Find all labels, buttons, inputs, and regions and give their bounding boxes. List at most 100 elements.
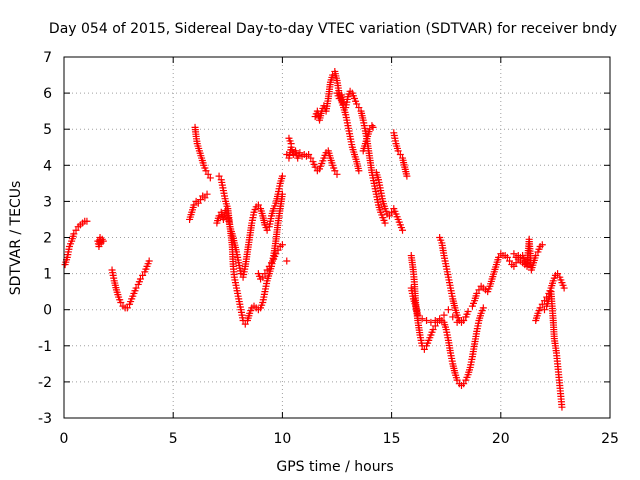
data-point <box>479 304 487 312</box>
data-point <box>510 250 518 258</box>
data-point <box>265 262 273 270</box>
data-point <box>385 212 393 220</box>
y-tick-label: 3 <box>43 194 52 210</box>
data-point <box>453 376 461 384</box>
data-point <box>272 250 280 258</box>
data-point <box>440 311 448 319</box>
data-point <box>355 104 363 112</box>
data-point <box>72 226 80 234</box>
data-point <box>204 170 212 178</box>
data-point <box>254 201 262 209</box>
y-tick-label: 7 <box>43 50 52 66</box>
data-point <box>278 172 286 180</box>
x-tick-label: 15 <box>383 431 401 447</box>
data-point <box>263 226 271 234</box>
data-point <box>331 167 339 175</box>
plot-frame <box>63 56 611 419</box>
y-tick-label: -1 <box>38 339 52 355</box>
data-point <box>538 241 546 249</box>
data-point <box>429 326 437 334</box>
data-point <box>558 403 566 411</box>
data-point <box>506 257 514 265</box>
data-point <box>355 167 363 175</box>
chart-title: Day 054 of 2015, Sidereal Day-to-day VTE… <box>49 21 617 37</box>
data-point <box>333 170 341 178</box>
data-point <box>396 150 404 158</box>
data-point <box>414 311 422 319</box>
data-point <box>83 217 91 225</box>
data-point <box>436 315 444 323</box>
data-point <box>145 257 153 265</box>
data-point <box>540 306 548 314</box>
y-tick-label: 0 <box>43 303 52 319</box>
data-point <box>267 259 275 267</box>
data-point <box>261 270 269 278</box>
data-point <box>532 252 540 260</box>
y-tick-label: 1 <box>43 267 52 283</box>
data-point <box>427 318 435 326</box>
data-point <box>263 266 271 274</box>
data-point <box>475 286 483 294</box>
data-point <box>403 172 411 180</box>
x-tick-label: 25 <box>601 431 619 447</box>
data-point <box>203 190 211 198</box>
data-point <box>503 253 511 261</box>
data-point <box>536 304 544 312</box>
data-points <box>61 67 568 411</box>
data-point <box>241 320 249 328</box>
data-point <box>449 313 457 321</box>
y-tick-label: 5 <box>43 122 52 138</box>
data-point <box>215 172 223 180</box>
data-point <box>70 230 78 238</box>
y-tick-label: -2 <box>38 375 52 391</box>
data-point <box>123 304 131 312</box>
data-point <box>259 273 267 281</box>
data-point <box>420 345 428 353</box>
data-point <box>307 154 315 162</box>
x-tick-label: 5 <box>169 431 178 447</box>
y-axis-label: SDTVAR / TECUs <box>8 181 24 296</box>
data-point <box>274 246 282 254</box>
data-point <box>464 308 472 316</box>
data-point <box>538 300 546 308</box>
data-point <box>311 163 319 171</box>
tick-labels: 0 5 10 15 20 25 -3 -2 -1 0 1 2 3 4 5 6 7 <box>38 50 619 447</box>
data-point <box>117 298 125 306</box>
x-axis-label: GPS time / hours <box>276 459 393 475</box>
data-point <box>460 317 468 325</box>
x-tick-label: 20 <box>492 431 510 447</box>
data-point <box>388 208 396 216</box>
data-point <box>431 317 439 325</box>
data-point <box>381 219 389 227</box>
data-point <box>495 253 503 261</box>
data-point <box>473 289 481 297</box>
y-tick-label: 4 <box>43 158 52 174</box>
data-point <box>132 284 140 292</box>
grid-lines <box>64 57 610 418</box>
y-tick-label: -3 <box>38 411 52 427</box>
data-point <box>190 201 198 209</box>
data-point <box>444 306 452 314</box>
data-point <box>423 317 431 325</box>
data-point <box>296 149 304 157</box>
data-point <box>99 237 107 245</box>
data-point <box>206 174 214 182</box>
data-point <box>139 271 147 279</box>
data-point <box>460 380 468 388</box>
data-point <box>202 167 210 175</box>
data-point <box>353 100 361 108</box>
data-point <box>194 199 202 207</box>
data-point <box>305 150 313 158</box>
data-point <box>369 123 377 131</box>
data-point <box>418 315 426 323</box>
data-point <box>510 262 518 270</box>
y-tick-label: 6 <box>43 86 52 102</box>
x-tick-label: 0 <box>60 431 69 447</box>
data-point <box>394 147 402 155</box>
data-point <box>399 226 407 234</box>
data-point <box>201 194 209 202</box>
data-point <box>136 275 144 283</box>
data-point <box>560 284 568 292</box>
data-point <box>278 190 286 198</box>
